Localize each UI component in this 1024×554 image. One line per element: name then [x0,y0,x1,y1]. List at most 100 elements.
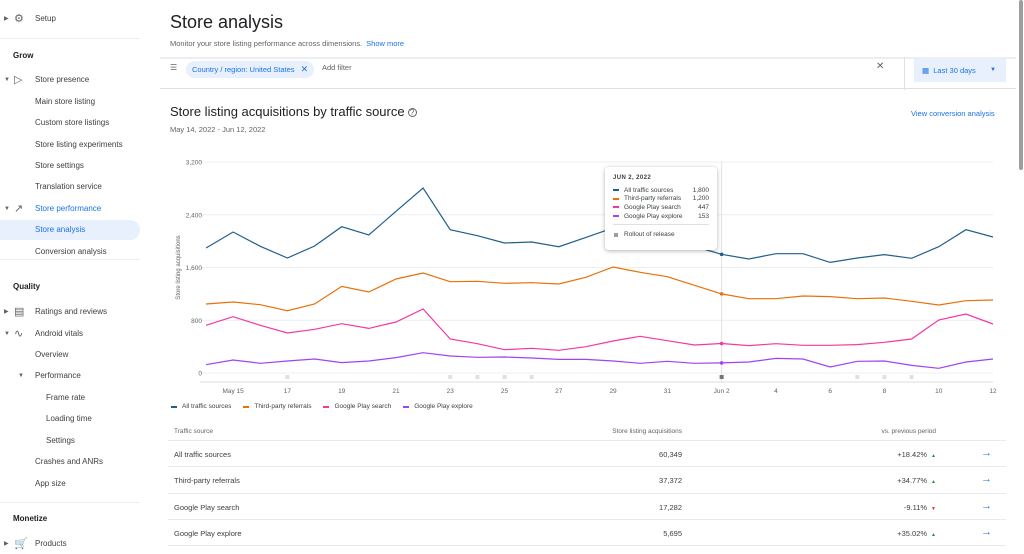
tooltip-label: Google Play search [624,203,681,211]
change-value: +18.42% [897,450,928,459]
filter-chip-country[interactable]: Country / region: United States ✕ [186,61,315,78]
table-row[interactable]: Third-party referrals 37,372 +34.77% ▲ → [168,467,1006,494]
sidebar-item-translation-service[interactable]: Translation service [0,177,150,197]
sidebar-item-main-store-listing[interactable]: Main store listing [0,92,150,112]
sidebar-item-conversion-analysis[interactable]: Conversion analysis [0,242,150,262]
add-filter-input[interactable]: Add filter [322,63,352,72]
hover-point [719,341,724,346]
sidebar-item-loading-time[interactable]: Loading time [0,409,150,429]
x-tick-label: 17 [284,388,292,395]
tooltip-date: JUN 2, 2022 [613,175,652,181]
release-annotation-marker [719,375,724,379]
line-chart: 0 800 1,600 2,400 3,200 Store listing acquisi… [176,160,997,396]
sidebar-item-settings[interactable]: Settings [0,431,150,451]
divider [613,224,709,226]
close-icon[interactable]: ✕ [300,64,309,74]
label: Setup [35,14,56,23]
view-conversion-analysis-link[interactable]: View conversion analysis [911,109,995,118]
section-quality: Quality [13,282,41,291]
legend-label: Google Play explore [414,403,473,410]
x-tick-label: May 15 [222,388,244,395]
label: Store presence [35,75,90,84]
change-value: -9.11% [903,502,928,512]
sidebar-item-store-analysis[interactable]: Store analysis [0,220,140,240]
y-tick-label: 3,200 [186,160,203,167]
filter-bar: ☰ Country / region: United States ✕ Add f… [160,57,1016,90]
sidebar-item-custom-store-listings[interactable]: Custom store listings [0,113,150,133]
sidebar-item-ratings-reviews[interactable]: ▶ ▤ Ratings and reviews [0,302,150,322]
acquisitions: 5,695 [663,528,682,538]
tooltip-value: 447 [698,203,709,211]
x-tick-label: 25 [501,388,509,395]
arrow-right-icon[interactable]: → [981,473,992,486]
swatch [613,189,619,192]
sidebar-item-overview[interactable]: Overview [0,345,150,365]
sidebar-item-store-listing-experiments[interactable]: Store listing experiments [0,135,150,155]
sidebar-item-products[interactable]: ▶ 🛒 Products [0,534,150,554]
legend-label: Google Play search [334,403,392,410]
legend-item[interactable]: Google Play search [323,403,391,410]
y-tick-label: 2,400 [186,212,203,219]
scrollbar[interactable] [1019,0,1023,170]
show-more-link[interactable]: Show more [366,39,405,48]
tooltip-value: 1,200 [692,195,709,203]
label: Overview [35,350,69,359]
section-title-text: Store listing acquisitions by traffic so… [170,104,405,119]
sidebar-item-frame-rate[interactable]: Frame rate [0,388,150,408]
x-tick-label: 4 [774,388,778,395]
divider [0,502,140,503]
legend-item[interactable]: Third-party referrals [243,403,311,410]
chevron-down-icon: ▼ [990,67,996,73]
hover-point [719,292,724,296]
label: App size [35,479,66,488]
filter-icon[interactable]: ☰ [170,63,178,72]
sidebar-item-store-performance[interactable]: ▼ ↗ Store performance [0,199,150,219]
series-line [205,266,994,312]
table-row[interactable]: Google Play explore 5,695 +35.02% ▲ → [168,520,1006,547]
swatch [613,206,619,209]
tooltip-row: Google Play explore 153 [613,212,709,221]
sidebar-item-store-presence[interactable]: ▼ ▷ Store presence [0,70,150,90]
tooltip-row: All traffic sources 1,800 [613,186,709,195]
sidebar-item-setup[interactable]: ▶ ⚙ Setup [0,9,150,29]
x-tick-label: 21 [392,388,400,395]
label: Ratings and reviews [35,307,108,316]
label: Crashes and ANRs [35,457,104,466]
y-tick-label: 0 [198,371,202,378]
sidebar-item-crashes[interactable]: Crashes and ANRs [0,452,150,472]
page-subtitle: Monitor your store listing performance a… [170,39,404,48]
column-header[interactable]: Store listing acquisitions [612,428,682,435]
arrow-up-icon: ▲ [931,531,936,538]
label: Store performance [35,204,102,213]
clear-filters-icon[interactable]: ✕ [876,61,885,72]
chip-label: Country / region: United States [192,65,295,74]
date-range-dropdown[interactable]: ▦ Last 30 days ▼ [914,59,1006,82]
column-header[interactable]: Traffic source [174,428,214,435]
vitals-icon: ∿ [14,328,24,340]
arrow-right-icon[interactable]: → [981,447,992,459]
arrow-right-icon[interactable]: → [981,525,992,538]
swatch [613,197,619,200]
change: +18.42% ▲ [897,450,936,459]
release-annotation-marker [529,375,534,379]
chart-tooltip: JUN 2, 2022 All traffic sources 1,800 Thi… [605,167,717,250]
series-line [205,187,994,264]
sidebar-item-android-vitals[interactable]: ▼ ∿ Android vitals [0,324,150,344]
legend-item[interactable]: Google Play explore [403,403,473,410]
table-row[interactable]: Google Play search 17,282 -9.11% ▼ → [168,494,1006,520]
traffic-source-table: Traffic source Store listing acquisition… [168,424,1006,547]
swatch [403,405,410,408]
release-annotation-marker [285,375,290,379]
arrow-right-icon[interactable]: → [981,499,992,512]
sidebar-item-app-size[interactable]: App size [0,474,150,494]
legend-item[interactable]: All traffic sources [171,403,231,410]
date-range-text: May 14, 2022 - Jun 12, 2022 [170,125,266,134]
sidebar-item-performance[interactable]: ▼ Performance [0,366,150,386]
label: Store settings [35,161,84,170]
x-tick-label: 10 [935,388,943,395]
sidebar-item-store-settings[interactable]: Store settings [0,156,150,176]
table-row[interactable]: All traffic sources 60,349 +18.42% ▲ → [168,441,1006,468]
trending-up-icon: ↗ [14,203,24,215]
help-icon[interactable]: ? [407,108,417,118]
column-header[interactable]: vs. previous period [881,428,936,435]
